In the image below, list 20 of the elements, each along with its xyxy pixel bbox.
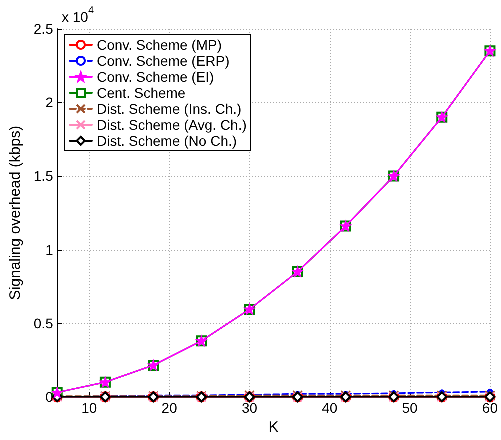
y-axis-title: Signaling overhead (kbps) xyxy=(7,126,24,300)
legend-label: Conv. Scheme (ERP) xyxy=(97,53,230,69)
x-tick-label: 30 xyxy=(242,400,258,416)
x-tick-label: 50 xyxy=(402,400,418,416)
x-tick-label: 10 xyxy=(82,400,98,416)
x-tick-label: 60 xyxy=(482,400,498,416)
x-tick-label: 20 xyxy=(162,400,178,416)
x-tick-label: 40 xyxy=(322,400,338,416)
y-tick-label: 1 xyxy=(46,242,54,258)
legend-label: Dist. Scheme (No Ch.) xyxy=(97,133,238,149)
legend-label: Conv. Scheme (EI) xyxy=(97,69,214,85)
y-tick-label: 0.5 xyxy=(34,315,54,332)
y-tick-label: 2 xyxy=(46,94,54,111)
legend-label: Cent. Scheme xyxy=(97,85,186,101)
y-tick-label: 2.5 xyxy=(34,21,54,37)
legend-label: Conv. Scheme (MP) xyxy=(97,37,222,53)
x-axis-title: K xyxy=(268,419,279,436)
legend-label: Dist. Scheme (Avg. Ch.) xyxy=(97,117,247,133)
legend-label: Dist. Scheme (Ins. Ch.) xyxy=(97,101,242,117)
y-tick-label: 1.5 xyxy=(34,168,54,184)
